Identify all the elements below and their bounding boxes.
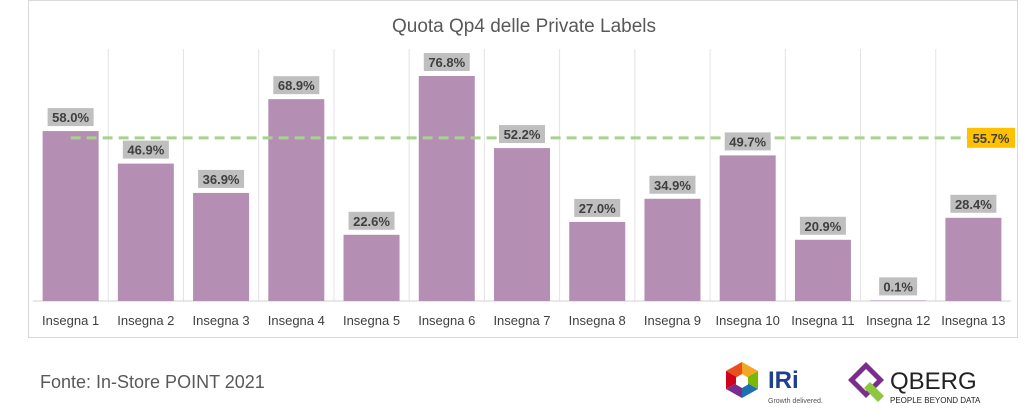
data-label-text: 20.9% — [804, 219, 841, 234]
data-label-text: 49.7% — [729, 134, 766, 149]
data-label: 52.2% — [499, 125, 545, 144]
qberg-logo-tagline: PEOPLE BEYOND DATA — [890, 396, 981, 405]
qberg-logo: QBERG PEOPLE BEYOND DATA — [848, 362, 981, 405]
data-label-bg — [879, 277, 918, 296]
category-label: Insegna 2 — [117, 313, 174, 328]
data-label-bg — [499, 125, 545, 144]
iri-logo: IRi Growth delivered. — [726, 362, 823, 405]
bar — [945, 217, 1002, 301]
data-label-text: 68.9% — [278, 78, 315, 93]
data-label-text: 28.4% — [955, 197, 992, 212]
data-label: 76.8% — [423, 53, 470, 72]
data-label-text: 34.9% — [654, 178, 691, 193]
category-labels-layer: Insegna 1 Insegna 2 Insegna 3 Insegna 4 Inse… — [42, 313, 1005, 328]
reference-label-text: 55.7% — [973, 131, 1010, 146]
bar — [42, 131, 99, 301]
reference-label-bg — [967, 127, 1015, 148]
bar — [794, 239, 851, 301]
data-label-bg — [198, 169, 245, 188]
data-label-text: 0.1% — [883, 279, 913, 294]
qberg-logo-text: QBERG — [890, 368, 977, 395]
data-label: 49.7% — [724, 132, 771, 151]
bar — [494, 148, 550, 301]
category-label: Insegna 13 — [941, 313, 1005, 328]
chart-title: Quota Qp4 delle Private Labels — [392, 16, 656, 37]
data-label: 34.9% — [649, 175, 696, 194]
data-label: 46.9% — [122, 140, 169, 159]
data-label-bg — [724, 132, 771, 151]
bar — [193, 192, 250, 301]
bars-layer — [42, 76, 1002, 302]
data-label: 36.9% — [198, 169, 245, 188]
iri-hexagon-icon — [726, 362, 758, 398]
data-label-text: 76.8% — [428, 55, 465, 70]
data-label-text: 46.9% — [127, 143, 164, 158]
chart-frame: Quota Qp4 delle Private Labels 55.7% 58.… — [28, 0, 1018, 338]
data-label: 22.6% — [348, 211, 395, 230]
category-label: Insegna 4 — [268, 313, 325, 328]
data-label-bg — [950, 194, 997, 213]
source-note: Fonte: In-Store POINT 2021 — [40, 372, 265, 392]
category-label: Insegna 12 — [866, 313, 930, 328]
data-label-bg — [348, 211, 395, 230]
data-labels-layer: 58.0% 46.9% 36.9% 68.9% 22.6% 76.8% 52.2% 27.0%… — [47, 53, 997, 296]
data-label: 58.0% — [47, 108, 94, 127]
data-label: 27.0% — [574, 198, 621, 217]
data-label-bg — [574, 198, 621, 217]
data-label-text: 22.6% — [353, 214, 390, 229]
bar — [268, 99, 325, 302]
category-label: Insegna 9 — [644, 313, 701, 328]
category-label: Insegna 8 — [569, 313, 626, 328]
category-label: Insegna 5 — [343, 313, 400, 328]
data-label-text: 27.0% — [579, 201, 616, 216]
reference-label: 55.7% — [967, 127, 1015, 148]
category-label: Insegna 7 — [493, 313, 550, 328]
data-label-text: 58.0% — [52, 110, 89, 125]
bar — [644, 198, 701, 301]
category-label: Insegna 3 — [193, 313, 250, 328]
bar — [569, 221, 626, 301]
category-label: Insegna 6 — [418, 313, 475, 328]
data-label: 20.9% — [799, 216, 846, 235]
data-label-bg — [649, 175, 696, 194]
bar — [343, 234, 400, 301]
data-label-bg — [273, 76, 320, 95]
category-label: Insegna 11 — [791, 313, 854, 328]
category-label: Insegna 1 — [42, 313, 99, 328]
iri-logo-text: IRi — [768, 367, 799, 394]
data-label-text: 52.2% — [504, 127, 541, 142]
data-label: 28.4% — [950, 194, 997, 213]
data-label: 68.9% — [273, 76, 320, 95]
bar — [719, 155, 776, 301]
bar — [117, 163, 174, 301]
category-label: Insegna 10 — [716, 313, 780, 328]
data-label-text: 36.9% — [203, 172, 240, 187]
bar — [870, 300, 927, 301]
data-label-bg — [122, 140, 169, 159]
data-label-bg — [799, 216, 846, 235]
bar — [418, 76, 475, 301]
data-label-bg — [47, 108, 94, 127]
data-label: 0.1% — [879, 277, 918, 296]
iri-logo-tagline: Growth delivered. — [768, 398, 823, 405]
data-label-bg — [423, 53, 470, 72]
qberg-diamond-icon — [848, 362, 884, 402]
bar-chart: Quota Qp4 delle Private Labels 55.7% 58.… — [33, 16, 1015, 328]
